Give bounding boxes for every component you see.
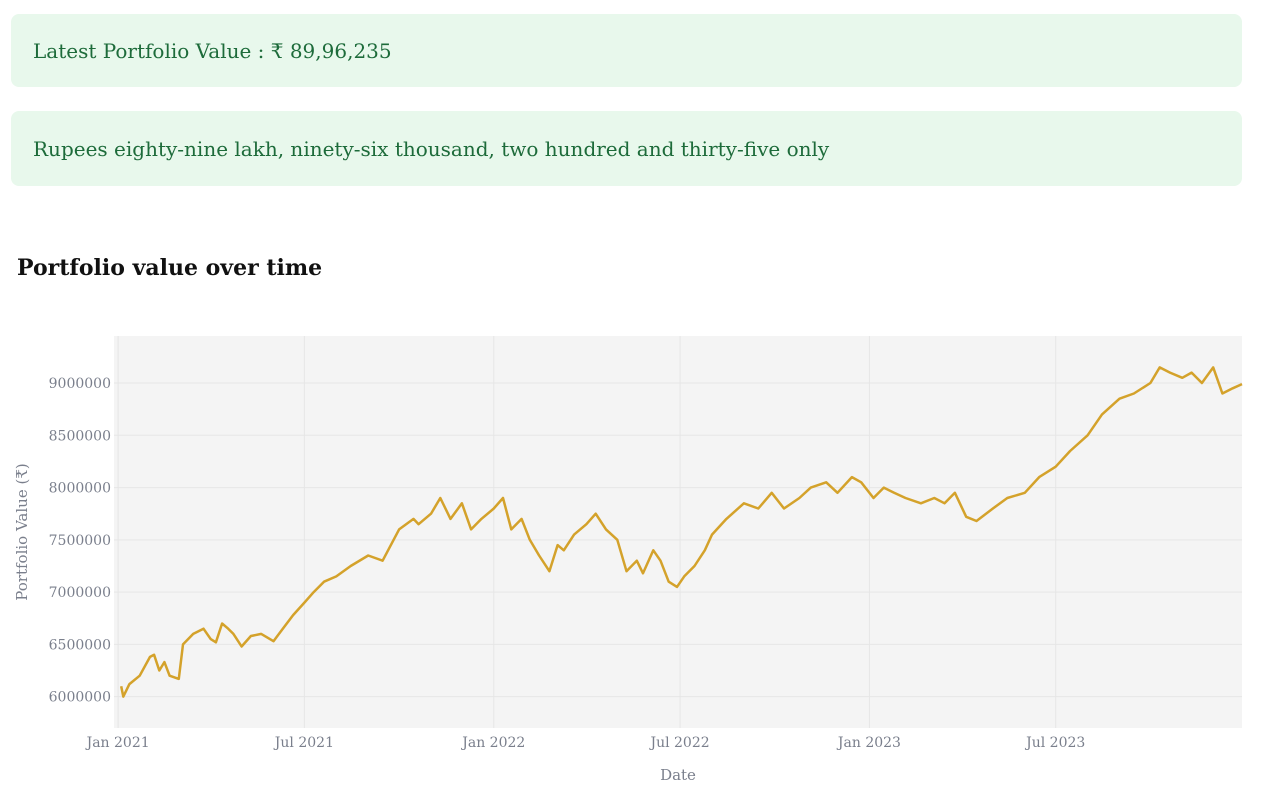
latest-value-alert: Latest Portfolio Value : ₹ 89,96,235 [11, 14, 1242, 87]
value-in-words-text: Rupees eighty-nine lakh, ninety-six thou… [33, 136, 830, 161]
x-tick-label: Jul 2023 [1024, 735, 1085, 751]
x-tick-label: Jul 2022 [648, 735, 709, 751]
latest-value-text: Latest Portfolio Value : ₹ 89,96,235 [33, 38, 392, 63]
x-tick-label: Jul 2021 [273, 735, 334, 751]
chart-title: Portfolio value over time [17, 255, 323, 281]
y-tick-label: 8000000 [49, 481, 111, 497]
x-tick-label: Jan 2023 [836, 735, 901, 751]
y-tick-label: 6500000 [49, 637, 111, 653]
y-axis-label: Portfolio Value (₹) [13, 463, 31, 600]
portfolio-value-line [119, 366, 1243, 698]
y-tick-label: 7500000 [49, 533, 111, 549]
y-tick-label: 9000000 [49, 376, 111, 392]
plot-area [114, 336, 1242, 728]
y-tick-label: 7000000 [49, 585, 111, 601]
value-in-words-alert: Rupees eighty-nine lakh, ninety-six thou… [11, 111, 1242, 186]
y-tick-label: 6000000 [49, 690, 111, 706]
chart-svg[interactable]: 6000000 6500000 7000000 7500000 8000000 85000… [0, 300, 1271, 806]
y-tick-label: 8500000 [49, 428, 111, 444]
x-axis-label: Date [660, 766, 696, 784]
x-tick-label: Jan 2022 [460, 735, 525, 751]
x-tick-label: Jan 2021 [85, 735, 150, 751]
portfolio-chart[interactable]: 6000000 6500000 7000000 7500000 8000000 85000… [0, 300, 1271, 806]
